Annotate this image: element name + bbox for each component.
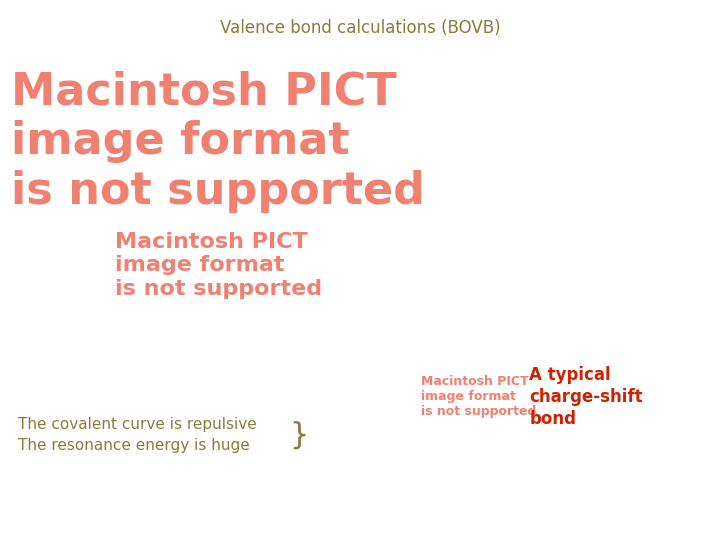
Text: Macintosh PICT
image format
is not supported: Macintosh PICT image format is not suppo… — [11, 70, 425, 213]
Text: Valence bond calculations (BOVB): Valence bond calculations (BOVB) — [220, 19, 500, 37]
Text: Macintosh PICT
image format
is not supported: Macintosh PICT image format is not suppo… — [115, 232, 323, 299]
Text: }: } — [289, 420, 308, 449]
Text: Macintosh PICT
image format
is not supported: Macintosh PICT image format is not suppo… — [421, 375, 536, 418]
Text: A typical
charge-shift
bond: A typical charge-shift bond — [529, 366, 643, 428]
Text: The covalent curve is repulsive
The resonance energy is huge: The covalent curve is repulsive The reso… — [18, 417, 257, 453]
